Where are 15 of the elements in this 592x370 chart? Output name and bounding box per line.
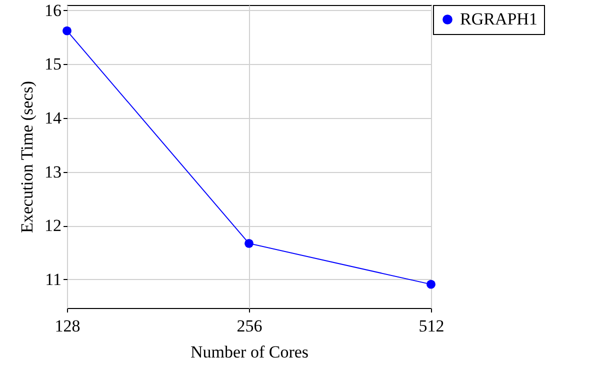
x-tick-label: 256 [236,316,262,336]
x-axis-title: Number of Cores [190,342,309,362]
y-tick-label: 14 [44,108,62,128]
y-tick-label: 13 [44,162,62,182]
y-tick-label: 15 [44,54,62,74]
x-tick-label: 512 [418,316,444,336]
legend-label: RGRAPH1 [460,10,538,28]
y-tick-label: 12 [44,216,62,236]
x-tick-label: 128 [54,316,80,336]
y-axis-title: Execution Time (secs) [18,80,36,234]
point [62,26,72,36]
point [244,238,254,248]
y-tick-label: 11 [45,270,62,289]
point [426,280,436,289]
y-tick-label: 16 [44,0,62,20]
